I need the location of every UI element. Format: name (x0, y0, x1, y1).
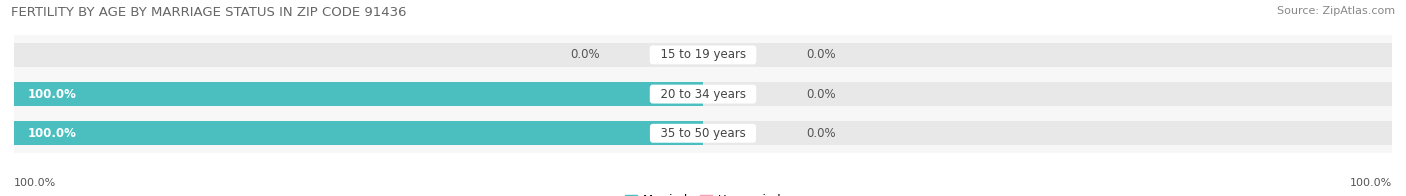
Bar (14, 121, 703, 145)
Text: 100.0%: 100.0% (28, 88, 77, 101)
Legend: Married, Unmarried: Married, Unmarried (620, 189, 786, 196)
Text: 0.0%: 0.0% (807, 88, 837, 101)
Bar (703, 43, 1392, 67)
Bar (703, 121, 1392, 145)
Text: FERTILITY BY AGE BY MARRIAGE STATUS IN ZIP CODE 91436: FERTILITY BY AGE BY MARRIAGE STATUS IN Z… (11, 6, 406, 19)
Bar (14, 82, 703, 106)
Text: 100.0%: 100.0% (1350, 178, 1392, 188)
Bar (14, 82, 703, 106)
Text: 20 to 34 years: 20 to 34 years (652, 88, 754, 101)
Text: 15 to 19 years: 15 to 19 years (652, 48, 754, 61)
Text: 0.0%: 0.0% (807, 127, 837, 140)
Text: Source: ZipAtlas.com: Source: ZipAtlas.com (1277, 6, 1395, 16)
Bar (14, 43, 703, 67)
Text: 100.0%: 100.0% (14, 178, 56, 188)
Text: 35 to 50 years: 35 to 50 years (652, 127, 754, 140)
Bar (703, 82, 1392, 106)
Text: 0.0%: 0.0% (569, 48, 599, 61)
Text: 100.0%: 100.0% (28, 127, 77, 140)
Text: 0.0%: 0.0% (807, 48, 837, 61)
Bar (14, 121, 703, 145)
